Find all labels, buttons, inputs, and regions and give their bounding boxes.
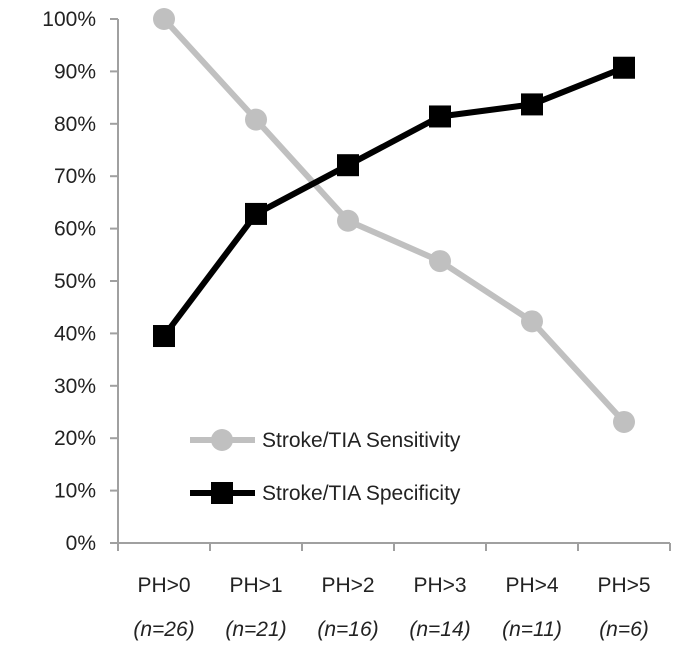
legend: Stroke/TIA Sensitivity Stroke/TIA Specifi… — [190, 429, 461, 505]
legend-marker-square — [211, 482, 233, 504]
y-tick-label: 60% — [54, 218, 96, 241]
x-count-label: (n=11) — [502, 618, 562, 641]
data-point-circle — [337, 209, 359, 232]
y-tick-label: 100% — [42, 8, 96, 31]
data-point-square — [337, 154, 359, 177]
x-category-label: PH>3 — [413, 574, 466, 597]
x-count-label: (n=6) — [599, 618, 649, 641]
y-tick-label: 0% — [66, 532, 96, 555]
series-sensitivity — [153, 8, 635, 433]
data-point-circle — [153, 8, 175, 30]
legend-label: Stroke/TIA Sensitivity — [262, 429, 461, 452]
y-tick-label: 80% — [54, 113, 96, 136]
data-point-square — [613, 56, 635, 79]
y-tick-label: 20% — [54, 427, 96, 450]
legend-marker-circle — [211, 429, 233, 451]
x-count-label: (n=14) — [409, 618, 470, 641]
y-tick-label: 10% — [54, 480, 96, 503]
y-tick-label: 90% — [54, 60, 96, 83]
series-specificity — [153, 56, 635, 348]
legend-item: Stroke/TIA Sensitivity — [190, 429, 461, 452]
y-tick-label: 70% — [54, 165, 96, 188]
y-tick-label: 30% — [54, 375, 96, 398]
y-axis-ticks: 0% 10% 20% 30% 40% 50% 60% 70% 80% 90% 100% — [42, 8, 118, 555]
x-count-label: (n=21) — [225, 618, 286, 641]
data-point-circle — [429, 250, 451, 273]
x-category-label: PH>4 — [505, 574, 558, 597]
data-point-square — [429, 105, 451, 128]
data-point-circle — [521, 310, 543, 333]
legend-label: Stroke/TIA Specificity — [262, 482, 461, 505]
series-layer — [153, 8, 635, 433]
legend-item: Stroke/TIA Specificity — [190, 482, 461, 505]
x-category-label: PH>5 — [597, 574, 650, 597]
data-point-square — [521, 93, 543, 116]
x-category-label: PH>1 — [229, 574, 282, 597]
x-category-label: PH>2 — [321, 574, 374, 597]
x-count-label: (n=26) — [133, 618, 194, 641]
y-tick-label: 50% — [54, 270, 96, 293]
series-line — [161, 16, 627, 424]
data-point-square — [153, 325, 175, 348]
data-point-circle — [245, 108, 267, 131]
data-point-square — [245, 202, 267, 225]
x-category-label: PH>0 — [137, 574, 190, 597]
y-tick-label: 40% — [54, 322, 96, 345]
x-count-label: (n=16) — [317, 618, 378, 641]
series-line — [161, 64, 626, 338]
data-point-circle — [613, 410, 635, 433]
x-axis-ticks: PH>0 (n=26) PH>1 (n=21) PH>2 (n=16) PH>3 (n=14)… — [117, 543, 671, 641]
